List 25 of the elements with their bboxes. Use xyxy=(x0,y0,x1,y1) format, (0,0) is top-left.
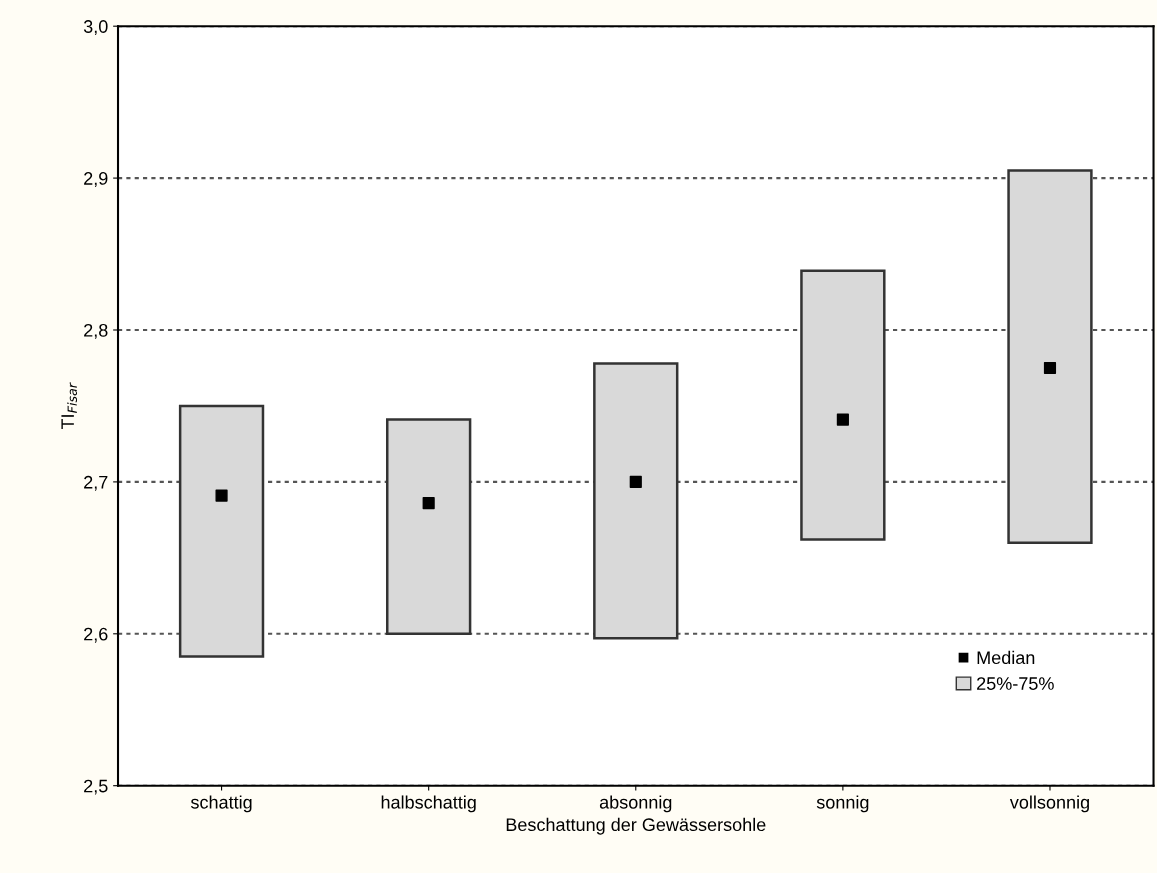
x-tick-label: halbschattig xyxy=(381,795,476,813)
x-tick-label: vollsonnig xyxy=(1009,795,1089,813)
y-tick-label: 3,0 xyxy=(83,20,108,36)
legend-label: 25%-75% xyxy=(977,677,1054,690)
y-tick-label: 2,5 xyxy=(84,779,108,795)
x-tick-label: schattig xyxy=(190,795,252,813)
y-tick-label: 2,8 xyxy=(84,323,108,339)
bar xyxy=(593,362,679,640)
bar xyxy=(800,269,886,541)
x-tick-label: sonnig xyxy=(816,795,869,813)
bar xyxy=(178,404,265,658)
y-tick-label: 2,6 xyxy=(84,627,108,643)
y-axis-title: TI$_{Fisar}$ xyxy=(61,382,77,430)
bar xyxy=(1007,169,1093,544)
point xyxy=(629,475,642,488)
point xyxy=(1043,361,1057,375)
x-axis-title: Beschattung der Gewässersohle xyxy=(506,817,766,835)
y-tick-label: 2,7 xyxy=(84,475,108,491)
bar xyxy=(386,418,472,636)
x-tick-label: absonnig xyxy=(599,795,672,813)
point xyxy=(836,413,849,426)
y-tick-label: 2,9 xyxy=(84,172,108,187)
point xyxy=(215,489,228,502)
legend-label: Median xyxy=(977,650,1035,665)
point xyxy=(422,497,435,510)
